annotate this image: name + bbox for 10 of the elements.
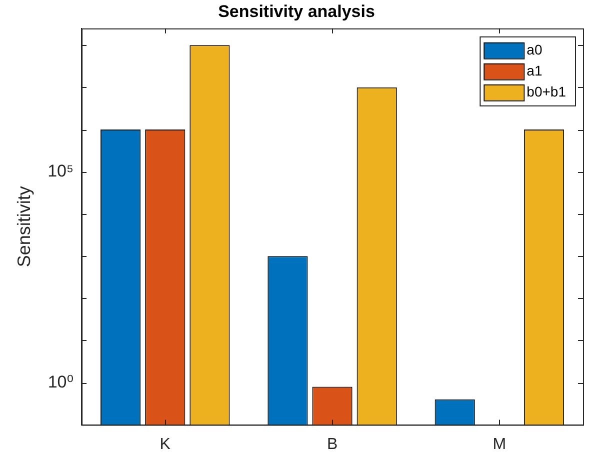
x-tick-label: B	[326, 436, 338, 453]
legend-label: a0	[526, 41, 542, 58]
legend-label: a1	[526, 62, 542, 78]
y-tick-label: 10⁰	[48, 372, 74, 392]
y-tick-label: 10⁵	[48, 161, 74, 180]
x-tick-label: M	[492, 436, 506, 453]
chart-title: Sensitivity analysis	[218, 2, 375, 21]
x-tick-label: K	[160, 436, 171, 453]
y-axis-title: Sensitivity	[14, 186, 34, 268]
legend-label: b0+b1	[526, 83, 566, 100]
